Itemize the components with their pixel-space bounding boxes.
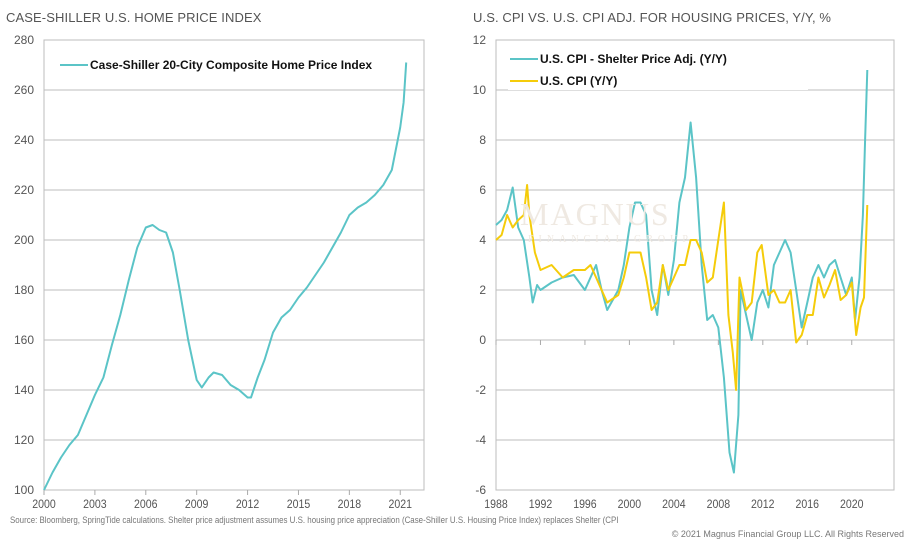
legend-bg xyxy=(58,55,358,74)
plot-frame xyxy=(43,39,425,491)
y-tick-label: 280 xyxy=(14,33,34,47)
y-tick-label: 160 xyxy=(14,333,34,347)
y-tick-label: 4 xyxy=(479,233,486,247)
y-tick-label: 8 xyxy=(479,133,486,147)
y-tick-label: 260 xyxy=(14,83,34,97)
y-tick-label: 12 xyxy=(473,33,487,47)
y-tick-label: 140 xyxy=(14,383,34,397)
legend-bg xyxy=(508,49,808,68)
x-tick-label: 1988 xyxy=(484,498,507,511)
x-tick-label: 2012 xyxy=(751,498,774,511)
series-line xyxy=(495,69,869,474)
watermark-logo: MAGNUS xyxy=(520,196,671,232)
y-tick-label: -6 xyxy=(475,483,486,497)
y-tick-label: 200 xyxy=(14,233,34,247)
x-tick-label: 2009 xyxy=(185,498,208,511)
home-price-chart: 100 120 140 160 180 200 220 240 260 280 2000 2003 20… xyxy=(14,33,425,511)
y-tick-label: 10 xyxy=(473,83,487,97)
legend-bg xyxy=(508,71,808,90)
x-tick-label: 2012 xyxy=(236,498,259,511)
x-tick-label: 2015 xyxy=(287,498,310,511)
x-tick-label: 2000 xyxy=(32,498,55,511)
x-tick-label: 2004 xyxy=(662,498,685,511)
x-tick-label: 2000 xyxy=(618,498,641,511)
y-tick-label: 2 xyxy=(479,283,486,297)
source-note: Source: Bloomberg, SpringTide calculatio… xyxy=(10,515,619,525)
y-tick-label: 6 xyxy=(479,183,486,197)
copyright: © 2021 Magnus Financial Group LLC. All R… xyxy=(671,529,904,539)
plot-frame xyxy=(495,39,895,491)
y-tick-label: -4 xyxy=(475,433,486,447)
x-tick-label: 2003 xyxy=(83,498,106,511)
x-tick-label: 2016 xyxy=(796,498,819,511)
x-tick-label: 2018 xyxy=(338,498,361,511)
y-tick-label: 120 xyxy=(14,433,34,447)
legend-label: Case-Shiller 20-City Composite Home Pric… xyxy=(90,58,372,72)
legend-label: U.S. CPI (Y/Y) xyxy=(540,74,617,88)
legend-label: U.S. CPI - Shelter Price Adj. (Y/Y) xyxy=(540,52,727,66)
x-tick-label: 1992 xyxy=(529,498,552,511)
y-tick-label: 220 xyxy=(14,183,34,197)
watermark-logo-sub: FINANCIAL GROUP xyxy=(528,234,693,245)
x-tick-label: 1996 xyxy=(573,498,596,511)
cpi-chart: -6 -4 -2 0 2 4 6 8 10 12 1988 1992 1996 2000 2004 2008 2… xyxy=(473,33,895,511)
left-chart-title: CASE-SHILLER U.S. HOME PRICE INDEX xyxy=(6,10,262,25)
y-tick-label: 240 xyxy=(14,133,34,147)
x-tick-label: 2008 xyxy=(707,498,730,511)
series-line xyxy=(43,62,408,491)
y-tick-label: 180 xyxy=(14,283,34,297)
y-tick-label: 0 xyxy=(479,333,486,347)
y-tick-label: 100 xyxy=(14,483,34,497)
x-tick-label: 2020 xyxy=(840,498,863,511)
x-tick-label: 2021 xyxy=(389,498,412,511)
right-chart-title: U.S. CPI VS. U.S. CPI ADJ. FOR HOUSING P… xyxy=(473,10,832,25)
y-tick-label: -2 xyxy=(475,383,486,397)
x-tick-label: 2006 xyxy=(134,498,157,511)
series-line xyxy=(495,184,869,391)
